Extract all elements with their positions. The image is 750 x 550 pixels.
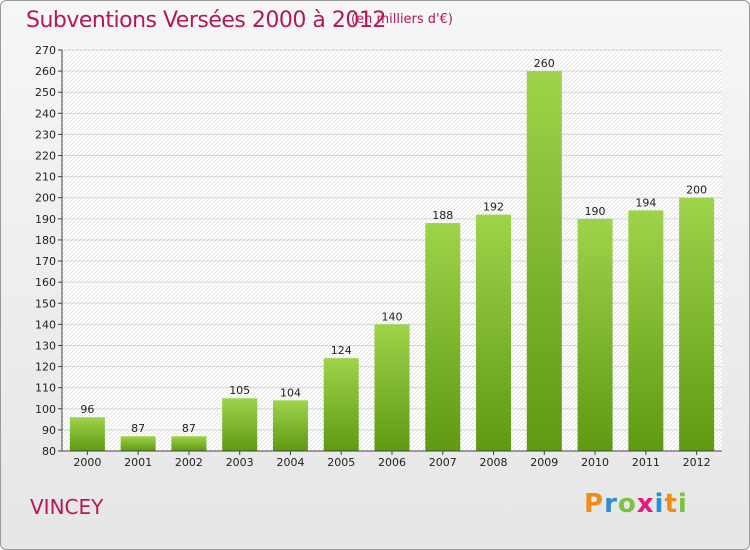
bar-2006: [374, 324, 410, 451]
bar-2012: [679, 197, 715, 451]
logo-letter: r: [604, 489, 618, 519]
y-tick-label: 190: [35, 213, 56, 226]
bar-value-label: 87: [131, 422, 145, 435]
logo-letter: i: [677, 489, 688, 519]
bar-2010: [577, 218, 613, 451]
bar-2005: [323, 358, 359, 451]
bar-2003: [222, 398, 258, 451]
logo-letter: t: [664, 489, 678, 519]
y-tick-label: 270: [35, 44, 56, 57]
y-tick-label: 230: [35, 128, 56, 141]
bar-value-label: 260: [534, 57, 555, 70]
x-tick-label: 2009: [530, 456, 558, 469]
y-tick-label: 240: [35, 107, 56, 120]
logo-letter: o: [617, 489, 637, 519]
bar-value-label: 104: [280, 386, 301, 399]
y-tick-label: 210: [35, 171, 56, 184]
proxiti-logo: Proxiti: [584, 489, 688, 519]
x-tick-label: 2004: [276, 456, 304, 469]
bar-value-label: 192: [483, 201, 504, 214]
bar-value-label: 140: [382, 310, 403, 323]
y-tick-label: 140: [35, 318, 56, 331]
logo-letter: x: [636, 489, 655, 519]
bar-value-label: 124: [331, 344, 352, 357]
y-tick-label: 110: [35, 382, 56, 395]
x-tick-label: 2006: [378, 456, 406, 469]
bar-value-label: 105: [229, 384, 250, 397]
bar-2000: [69, 417, 105, 451]
chart-subtitle: (en milliers d'€): [351, 12, 453, 27]
bar-value-label: 188: [432, 209, 453, 222]
x-tick-label: 2000: [73, 456, 101, 469]
x-tick-label: 2008: [480, 456, 508, 469]
bar-2009: [526, 71, 562, 452]
bar-2001: [120, 436, 156, 451]
y-tick-label: 160: [35, 276, 56, 289]
x-tick-label: 2003: [226, 456, 254, 469]
y-tick-label: 130: [35, 339, 56, 352]
y-tick-label: 180: [35, 234, 56, 247]
chart-title: Subventions Versées 2000 à 2012: [26, 8, 386, 33]
y-tick-label: 90: [42, 424, 56, 437]
commune-name: VINCEY: [30, 495, 104, 519]
bar-value-label: 200: [686, 184, 707, 197]
bar-2011: [628, 210, 664, 451]
bar-2007: [425, 223, 461, 451]
y-tick-label: 260: [35, 65, 56, 78]
logo-letter: i: [654, 489, 665, 519]
bar-2004: [272, 400, 308, 451]
y-tick-label: 170: [35, 255, 56, 268]
x-tick-label: 2012: [683, 456, 711, 469]
x-tick-label: 2010: [581, 456, 609, 469]
logo-letter: P: [584, 489, 605, 519]
y-tick-label: 220: [35, 150, 56, 163]
bar-value-label: 87: [182, 422, 196, 435]
y-tick-label: 150: [35, 297, 56, 310]
y-tick-label: 120: [35, 361, 56, 374]
x-tick-label: 2011: [632, 456, 660, 469]
y-tick-label: 80: [42, 445, 56, 458]
bar-value-label: 96: [80, 403, 94, 416]
x-tick-label: 2001: [124, 456, 152, 469]
bar-value-label: 190: [585, 205, 606, 218]
x-tick-label: 2007: [429, 456, 457, 469]
x-tick-label: 2005: [327, 456, 355, 469]
x-tick-label: 2002: [175, 456, 203, 469]
y-tick-label: 100: [35, 403, 56, 416]
bar-2008: [476, 214, 512, 451]
y-tick-label: 200: [35, 192, 56, 205]
y-tick-label: 250: [35, 86, 56, 99]
bar-value-label: 194: [635, 196, 656, 209]
bar-2002: [171, 436, 207, 451]
